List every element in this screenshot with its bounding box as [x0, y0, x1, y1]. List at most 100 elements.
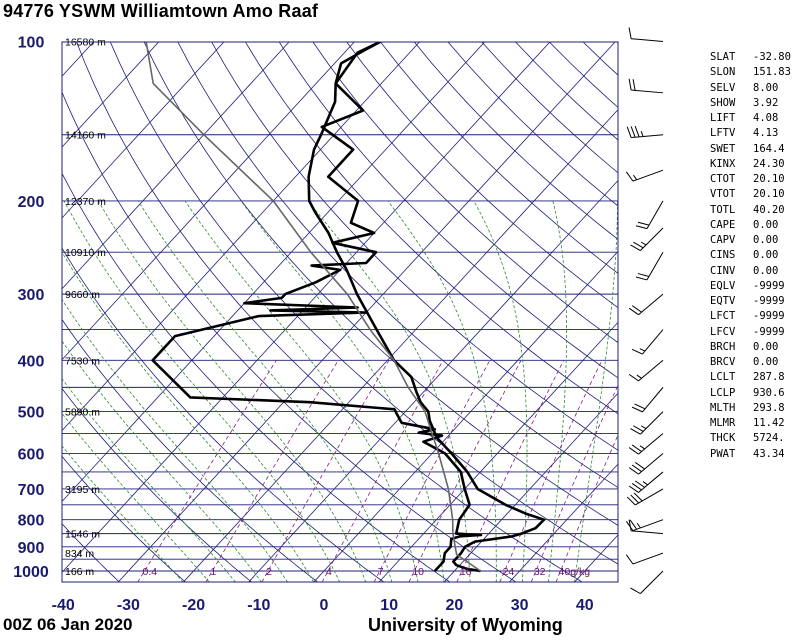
stat-label: SWET: [710, 142, 736, 155]
wind-barb: [628, 471, 664, 493]
wind-barb: [628, 27, 664, 42]
stat-value: 3.92: [753, 96, 779, 109]
isotherm-line: [248, 179, 618, 582]
wind-barb: [626, 125, 664, 139]
moist-adiabat-line: [97, 200, 367, 582]
isotherm-line: [183, 109, 618, 582]
temperature-tick-label: 20: [446, 597, 464, 614]
stat-row: CAPE 0.00: [710, 218, 791, 233]
stat-label: EQTV: [710, 295, 736, 307]
stat-row: MLTH 293.8: [710, 401, 791, 416]
stat-row: PWAT 43.34: [710, 447, 791, 462]
wind-barb: [635, 200, 664, 230]
stability-indices-panel: SLAT -32.80 SLON 151.83 SELV 8.00 SHOW 3.92 LIFT…: [710, 50, 791, 462]
dry-adiabat-line: [62, 318, 319, 582]
height-label: 3195 m: [65, 484, 100, 496]
temperature-tick-label: -20: [182, 597, 205, 614]
stat-value: 293.8: [753, 401, 785, 414]
dry-adiabat-line: [62, 387, 253, 582]
moist-adiabat-line: [63, 200, 341, 582]
pressure-tick-label: 500: [18, 405, 45, 422]
stat-label: EQLV: [710, 279, 736, 292]
stat-value: 11.42: [753, 417, 785, 429]
stat-value: -9999: [753, 325, 785, 338]
stat-value: 0.00: [753, 340, 779, 353]
height-label: 7530 m: [65, 355, 100, 367]
moist-adiabat-line: [308, 200, 471, 582]
wind-barb: [625, 519, 664, 532]
chart-title: 94776 YSWM Williamtown Amo Raaf: [3, 1, 319, 21]
wind-barb: [631, 329, 664, 355]
dry-adiabat-line: [278, 42, 618, 379]
pressure-tick-label: 800: [18, 513, 45, 530]
temperature-tick-label: -40: [52, 597, 75, 614]
pressure-tick-label: 900: [18, 540, 45, 557]
moist-adiabat-line: [62, 298, 288, 582]
parcel-trace: [145, 42, 481, 572]
height-label: 166 m: [65, 566, 94, 578]
mixing-ratio-label: 32: [534, 566, 546, 578]
wind-barb: [630, 570, 664, 595]
wind-barbs: [625, 27, 664, 595]
chart-grid: [62, 42, 618, 582]
stat-label: LFCT: [710, 310, 736, 323]
stat-value: 0.00: [753, 218, 779, 231]
wind-barb: [631, 387, 664, 413]
mixing-ratio-label: 24: [503, 566, 515, 578]
wind-barb: [630, 227, 664, 252]
dry-adiabat-line: [62, 455, 186, 582]
pressure-tick-label: 100: [18, 35, 45, 52]
stat-row: EQLV -9999: [710, 279, 791, 294]
stat-row: LFTV 4.13: [710, 126, 791, 141]
wind-barb: [625, 169, 664, 182]
data-source: University of Wyoming: [368, 615, 563, 635]
stat-value: 930.6: [753, 386, 785, 399]
height-label: 14160 m: [65, 130, 106, 142]
stat-row: CINS 0.00: [710, 248, 791, 263]
stat-label: SLAT: [710, 51, 736, 63]
stat-label: CAPE: [710, 218, 736, 231]
isotherm-line: [62, 42, 420, 432]
stat-row: CTOT 20.10: [710, 172, 791, 187]
stat-label: SELV: [710, 81, 736, 94]
plot-frame: [61, 41, 619, 583]
stat-label: CAPV: [710, 234, 736, 246]
mixing-ratio-line: [321, 360, 444, 582]
stat-label: CTOT: [710, 173, 736, 185]
height-label: 9660 m: [65, 289, 100, 301]
stat-value: 164.4: [753, 142, 785, 155]
temperature-tick-label: 40: [576, 597, 594, 614]
stat-row: BRCH 0.00: [710, 340, 791, 355]
isotherm-line: [62, 42, 160, 148]
stat-label: TOTL: [710, 203, 736, 216]
stat-value: -9999: [753, 295, 785, 307]
stat-value: 43.34: [753, 447, 785, 460]
mixing-ratio-line: [373, 360, 491, 582]
dry-adiabat-line: [379, 42, 618, 274]
stat-row: CAPV 0.00: [710, 233, 791, 248]
pressure-tick-label: 400: [18, 353, 45, 370]
isotherm-line: [62, 42, 225, 219]
isotherm-line: [62, 42, 290, 290]
stat-value: 151.83: [753, 66, 791, 79]
mixing-ratio-label: 16: [460, 566, 472, 578]
mixing-ratio-label: 40g/kg: [559, 566, 591, 578]
stat-value: 5724.: [753, 432, 785, 445]
isotherm-line: [62, 42, 355, 361]
pressure-tick-label: 300: [18, 287, 45, 304]
wind-barb: [635, 251, 664, 281]
isotherm-line: [313, 250, 618, 582]
dry-adiabat-line: [211, 42, 618, 451]
stat-label: PWAT: [710, 447, 736, 460]
mixing-ratio-label: 0.4: [143, 566, 158, 578]
stat-value: 4.08: [753, 112, 779, 124]
moist-adiabat-line: [240, 200, 445, 582]
height-label: 10910 m: [65, 247, 106, 259]
stat-value: 0.00: [753, 249, 779, 262]
moist-adiabat-line: [62, 412, 210, 582]
dry-adiabat-line: [244, 42, 618, 415]
temperature-tick-label: 30: [511, 597, 529, 614]
temperature-tick-label: 10: [380, 597, 398, 614]
